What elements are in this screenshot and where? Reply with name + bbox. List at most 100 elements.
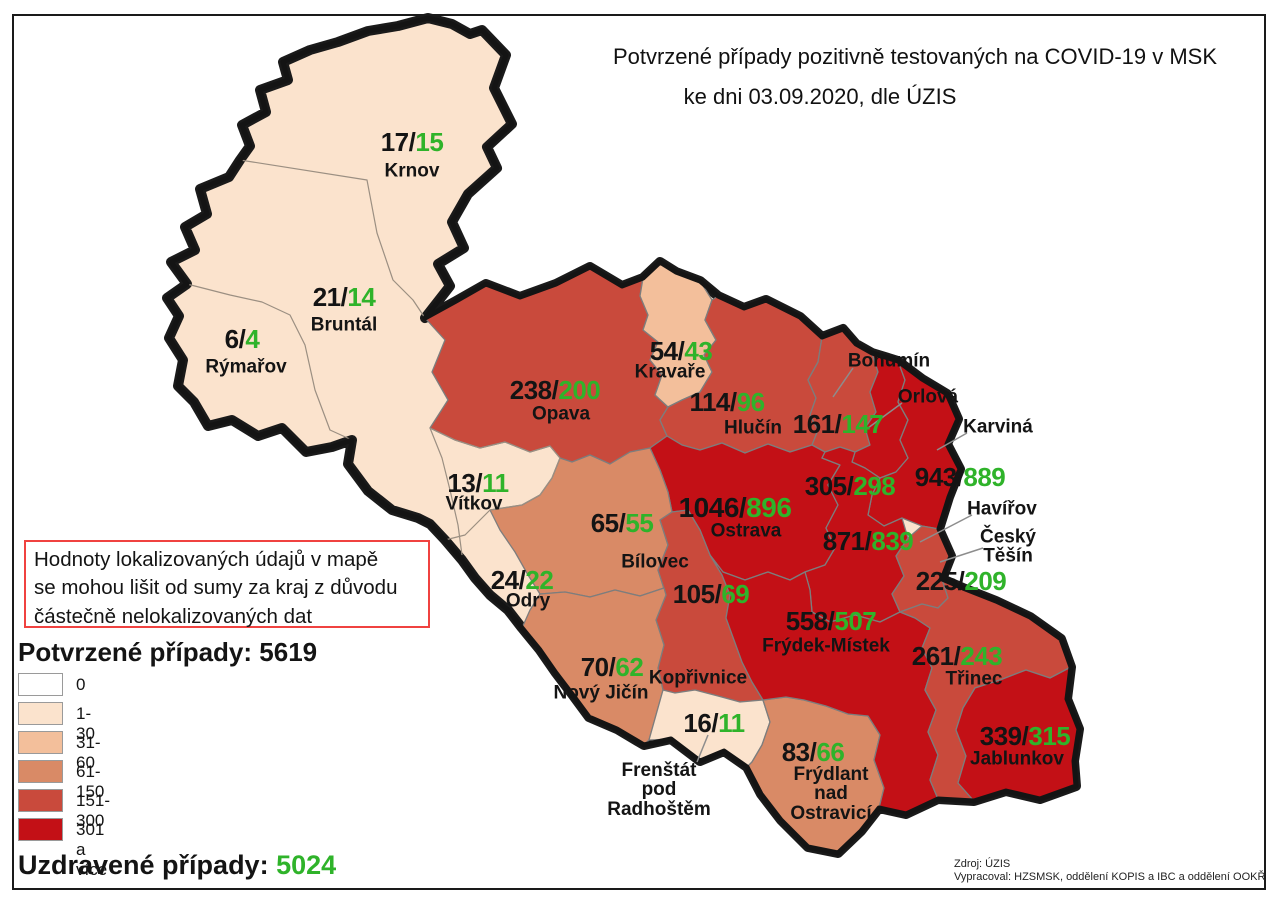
value-label-karvina: 943/889 bbox=[915, 464, 1006, 490]
name-label-novy-jicin: Nový Jičín bbox=[553, 682, 649, 704]
value-label-odry: 24/22 bbox=[491, 567, 554, 593]
value-label-cesky-tesin: 225/209 bbox=[916, 568, 1007, 594]
confirmed-novy-jicin: 70 bbox=[580, 652, 609, 682]
leader-bohumin bbox=[832, 367, 854, 398]
value-label-vitkov: 13/11 bbox=[447, 468, 509, 498]
confirmed-bruntal: 21 bbox=[312, 282, 341, 312]
sep-frenstat: / bbox=[711, 708, 719, 738]
border-vitkov-opava bbox=[429, 427, 561, 459]
kraj-outline bbox=[164, 15, 1082, 856]
name-label-rymarov: Rýmařov bbox=[205, 356, 287, 378]
confirmed-cesky-tesin: 225 bbox=[915, 566, 958, 596]
value-label-trinec: 261/243 bbox=[912, 643, 1003, 669]
value-label-opava: 238/200 bbox=[510, 377, 601, 403]
recovered-karvina: 889 bbox=[963, 462, 1006, 492]
border-vitkov-odry bbox=[444, 509, 491, 541]
name-label-orlova: Orlová bbox=[897, 386, 959, 408]
confirmed-frydek-mistek: 558 bbox=[785, 606, 828, 636]
recovered-orlova: 298 bbox=[853, 471, 896, 501]
value-label-kravare: 54/43 bbox=[650, 338, 713, 364]
name-label-bohumin: Bohumín bbox=[847, 350, 931, 372]
border-vitkov-bilovec bbox=[489, 457, 561, 511]
sep-opava: / bbox=[551, 375, 559, 405]
confirmed-bohumin: 161 bbox=[792, 409, 835, 439]
recovered-jablunkov: 315 bbox=[1028, 721, 1071, 751]
sep-ostrava: / bbox=[738, 492, 747, 523]
map-frame-border bbox=[12, 14, 1266, 890]
sep-koprivnice: / bbox=[714, 579, 722, 609]
value-label-orlova: 305/298 bbox=[805, 473, 896, 499]
value-label-koprivnice: 105/69 bbox=[673, 581, 750, 607]
name-label-karvina: Karviná bbox=[963, 416, 1033, 438]
leader-havirov bbox=[919, 514, 973, 543]
confirmed-krnov: 17 bbox=[380, 127, 409, 157]
name-label-hlucin: Hlučín bbox=[723, 417, 783, 439]
recovered-total-value: 5024 bbox=[276, 850, 337, 880]
confirmed-frydlant: 83 bbox=[781, 737, 810, 767]
value-label-havirov: 871/839 bbox=[823, 528, 914, 554]
sep-kravare: / bbox=[677, 336, 685, 366]
confirmed-karvina: 943 bbox=[914, 462, 957, 492]
sep-karvina: / bbox=[956, 462, 964, 492]
recovered-frydek-mistek: 507 bbox=[834, 606, 877, 636]
name-label-kravare: Kravaře bbox=[634, 361, 706, 383]
name-label-frydlant: Frýdlant nad Ostravicí bbox=[790, 763, 872, 824]
sep-vitkov: / bbox=[475, 468, 483, 498]
confirmed-total-value: 5619 bbox=[259, 637, 318, 667]
recovered-bilovec: 55 bbox=[625, 508, 654, 538]
confirmed-hlucin: 114 bbox=[689, 387, 730, 417]
recovered-total-label: Uzdravené případy: bbox=[18, 850, 269, 880]
source-line-1: Zdroj: ÚZIS bbox=[954, 858, 1011, 870]
legend-swatch-3 bbox=[18, 760, 63, 783]
sep-havirov: / bbox=[864, 526, 872, 556]
value-label-jablunkov: 339/315 bbox=[980, 723, 1071, 749]
recovered-rymarov: 4 bbox=[245, 324, 260, 354]
name-label-vitkov: Vítkov bbox=[445, 493, 503, 515]
name-label-jablunkov: Jablunkov bbox=[970, 748, 1064, 770]
source-note: Zdroj: ÚZIS Vypracoval: HZSMSK, oddělení … bbox=[954, 858, 1265, 884]
sep-krnov: / bbox=[408, 127, 416, 157]
recovered-krnov: 15 bbox=[415, 127, 444, 157]
confirmed-trinec: 261 bbox=[911, 641, 954, 671]
value-label-frydlant: 83/66 bbox=[782, 739, 845, 765]
map-subtitle: ke dni 03.09.2020, dle ÚZIS bbox=[683, 84, 957, 109]
value-label-frenstat: 16/11 bbox=[683, 708, 745, 738]
confirmed-rymarov: 6 bbox=[224, 324, 239, 354]
border-bruntal-vitkov bbox=[429, 427, 463, 556]
recovered-ostrava: 896 bbox=[746, 492, 792, 523]
sep-orlova: / bbox=[846, 471, 854, 501]
name-label-bruntal: Bruntál bbox=[310, 314, 378, 336]
recovered-kravare: 43 bbox=[684, 336, 713, 366]
border-bruntal-rymarov bbox=[186, 283, 353, 441]
sep-bilovec: / bbox=[618, 508, 626, 538]
legend-swatch-4 bbox=[18, 789, 63, 812]
recovered-bohumin: 147 bbox=[841, 409, 884, 439]
legend-swatch-5 bbox=[18, 818, 63, 841]
recovered-odry: 22 bbox=[525, 565, 554, 595]
recovered-novy-jicin: 62 bbox=[615, 652, 644, 682]
recovered-frydlant: 66 bbox=[816, 737, 845, 767]
recovered-havirov: 839 bbox=[871, 526, 914, 556]
name-label-opava: Opava bbox=[531, 403, 591, 425]
recovered-vitkov: 11 bbox=[482, 468, 509, 498]
recovered-frenstat: 11 bbox=[718, 708, 745, 738]
name-label-bilovec: Bílovec bbox=[621, 551, 689, 573]
confirmed-opava: 238 bbox=[509, 375, 552, 405]
confirmed-koprivnice: 105 bbox=[672, 579, 715, 609]
sep-trinec: / bbox=[953, 641, 961, 671]
recovered-hlucin: 96 bbox=[736, 387, 765, 417]
legend-label-4: 151-300 bbox=[76, 791, 111, 830]
leader-cesky-tesin bbox=[939, 547, 984, 563]
legend-label-3: 61-150 bbox=[76, 762, 105, 801]
source-line-2: Vypracoval: HZSMSK, oddělení KOPIS a IBC… bbox=[954, 870, 1266, 883]
border-krnov-bruntal bbox=[239, 159, 426, 319]
name-label-trinec: Třinec bbox=[945, 668, 1003, 690]
confirmed-orlova: 305 bbox=[804, 471, 847, 501]
sep-bruntal: / bbox=[340, 282, 348, 312]
sep-frydlant: / bbox=[809, 737, 817, 767]
name-label-cesky-tesin: Český Těšín bbox=[980, 526, 1036, 567]
sep-hlucin: / bbox=[729, 387, 737, 417]
recovered-opava: 200 bbox=[558, 375, 601, 405]
